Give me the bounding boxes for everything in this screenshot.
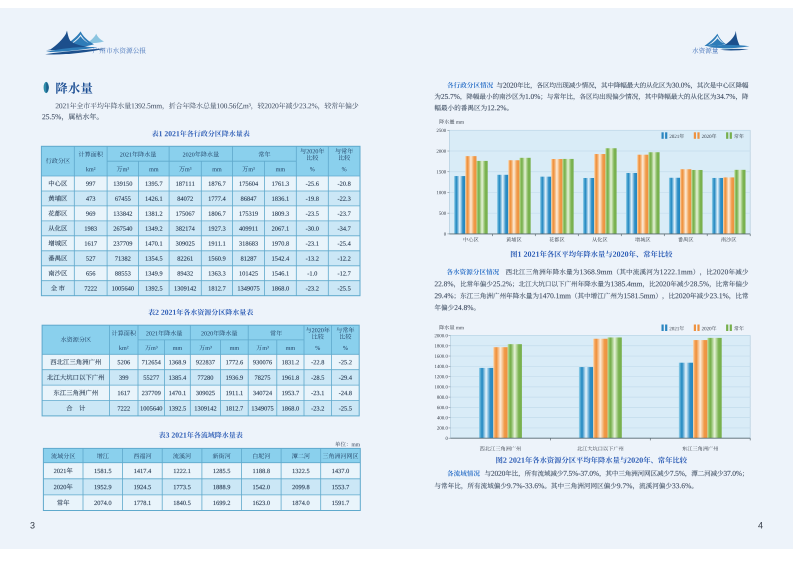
svg-text:3: 3	[30, 521, 35, 531]
svg-text:4: 4	[758, 521, 763, 531]
